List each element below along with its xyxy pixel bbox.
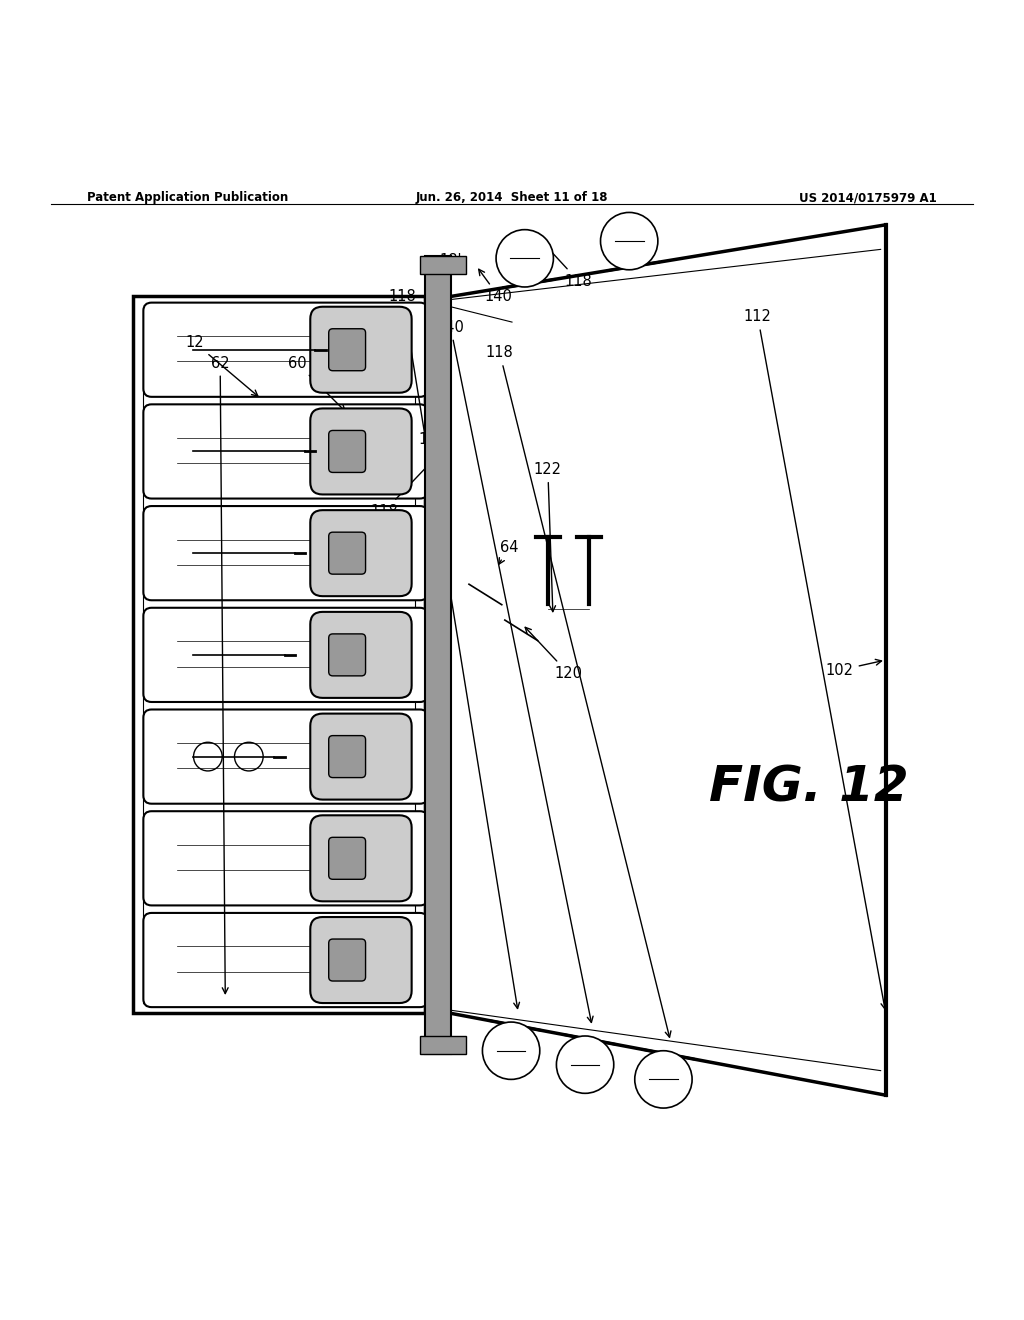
Text: US 2014/0175979 A1: US 2014/0175979 A1 [799, 191, 937, 205]
Circle shape [482, 1022, 540, 1080]
FancyBboxPatch shape [310, 408, 412, 495]
FancyBboxPatch shape [310, 917, 412, 1003]
FancyBboxPatch shape [310, 510, 412, 597]
FancyBboxPatch shape [310, 612, 412, 698]
FancyBboxPatch shape [143, 506, 428, 601]
Bar [133, 297, 425, 1014]
Text: 112: 112 [743, 309, 887, 1008]
FancyBboxPatch shape [143, 913, 428, 1007]
FancyBboxPatch shape [143, 302, 428, 397]
FancyBboxPatch shape [329, 939, 366, 981]
Circle shape [600, 213, 657, 269]
FancyBboxPatch shape [329, 837, 366, 879]
Text: 118: 118 [370, 458, 435, 519]
Bar [420, 256, 466, 275]
Text: 64: 64 [499, 540, 518, 564]
Text: 12: 12 [185, 335, 258, 396]
FancyBboxPatch shape [310, 714, 412, 800]
Bar [420, 1036, 466, 1055]
FancyBboxPatch shape [310, 816, 412, 902]
FancyBboxPatch shape [329, 735, 366, 777]
Bar [143, 306, 415, 1003]
Text: 122: 122 [534, 462, 562, 611]
Text: 140: 140 [479, 269, 513, 304]
Text: 18': 18' [439, 253, 465, 271]
Text: Jun. 26, 2014  Sheet 11 of 18: Jun. 26, 2014 Sheet 11 of 18 [416, 191, 608, 205]
FancyBboxPatch shape [329, 430, 366, 473]
FancyBboxPatch shape [329, 634, 366, 676]
FancyBboxPatch shape [329, 532, 366, 574]
Text: 118: 118 [388, 289, 519, 1008]
Text: Patent Application Publication: Patent Application Publication [87, 191, 289, 205]
FancyBboxPatch shape [329, 329, 366, 371]
FancyBboxPatch shape [143, 709, 428, 804]
Text: 120: 120 [525, 627, 583, 681]
Circle shape [556, 1036, 613, 1093]
FancyBboxPatch shape [143, 404, 428, 499]
Circle shape [635, 1051, 692, 1107]
Text: 140: 140 [436, 319, 593, 1023]
Text: 118: 118 [485, 346, 671, 1038]
FancyBboxPatch shape [143, 812, 428, 906]
FancyBboxPatch shape [310, 306, 412, 393]
Bar [425, 256, 451, 1055]
Text: 60: 60 [288, 355, 345, 411]
Text: 14: 14 [419, 433, 440, 665]
Circle shape [496, 230, 553, 286]
FancyBboxPatch shape [143, 607, 428, 702]
Text: 118: 118 [544, 243, 593, 289]
Text: 62: 62 [211, 355, 229, 994]
Text: FIG. 12: FIG. 12 [710, 764, 908, 812]
Text: 102: 102 [825, 660, 882, 677]
